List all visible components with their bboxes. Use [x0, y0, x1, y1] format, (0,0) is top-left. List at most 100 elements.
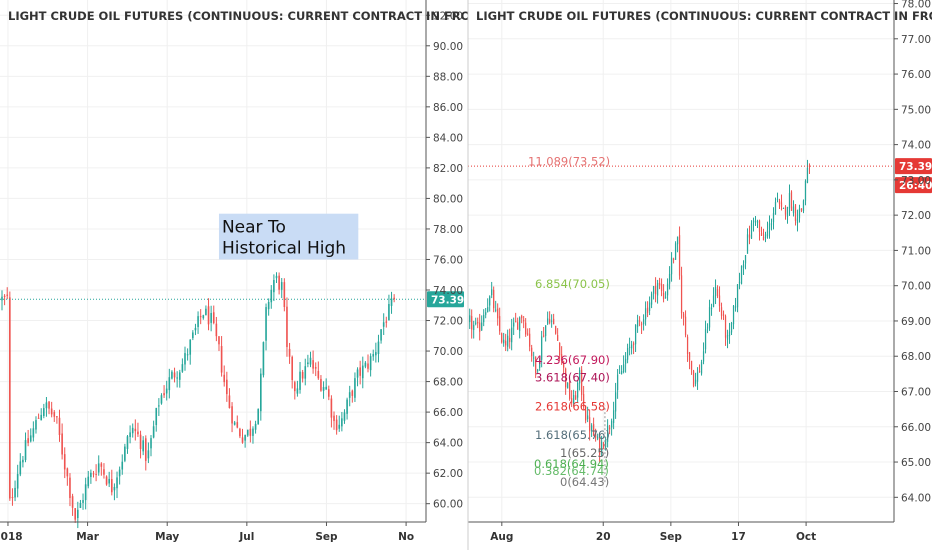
candle-body: [299, 371, 301, 390]
y-tick-label: 70.00: [901, 281, 931, 293]
candle-body: [108, 478, 110, 484]
candle-body: [776, 199, 779, 201]
candle-body: [800, 208, 803, 211]
candle-body: [155, 408, 158, 426]
candle-body: [173, 372, 176, 378]
candle-body: [283, 282, 286, 307]
fib-level-label: 3.618(67.40): [535, 370, 610, 384]
candle-body: [792, 206, 795, 214]
countdown-value: 26:40: [899, 180, 932, 192]
candle-body: [152, 426, 155, 438]
candle-body: [485, 312, 487, 315]
y-tick-label: 71.00: [901, 245, 931, 257]
candle-body: [592, 424, 595, 436]
candle-body: [634, 324, 637, 345]
candle-body: [202, 315, 205, 319]
candle-body: [798, 208, 801, 219]
candle-body: [24, 440, 27, 460]
candle-body: [241, 437, 244, 443]
candle-body: [638, 320, 641, 322]
candle-body: [351, 390, 354, 396]
candle-body: [393, 297, 395, 300]
candle-body: [314, 366, 317, 369]
fib-level-label: 4.236(67.90): [535, 353, 610, 367]
left-grid: [0, 0, 426, 522]
candle-body: [84, 484, 87, 501]
y-tick-label: 62.00: [433, 468, 463, 480]
candle-body: [529, 333, 531, 347]
right-plot-background: [468, 0, 932, 550]
candle-body: [32, 428, 35, 438]
candle-body: [260, 373, 262, 412]
candle-body: [471, 316, 473, 330]
candle-body: [780, 202, 783, 207]
candle-body: [782, 207, 785, 209]
x-tick-label: 20: [596, 531, 611, 543]
candle-body: [590, 425, 593, 431]
candle-body: [45, 402, 48, 409]
candle-body: [158, 405, 160, 407]
candle-body: [571, 398, 573, 404]
candle-body: [181, 364, 184, 372]
y-tick-label: 70.00: [433, 346, 463, 358]
candle-body: [575, 395, 577, 400]
candle-body: [515, 321, 517, 323]
x-tick-label: Sep: [660, 531, 683, 543]
candle-body: [724, 316, 727, 338]
candle-body: [744, 255, 747, 264]
candle-body: [220, 346, 223, 373]
candle-body: [307, 362, 309, 365]
candle-body: [92, 473, 95, 475]
candle-body: [186, 354, 189, 356]
y-tick-label: 86.00: [433, 102, 463, 114]
candle-body: [547, 318, 549, 324]
candle-body: [539, 357, 541, 368]
left-chart-title: LIGHT CRUDE OIL FUTURES (CONTINUOUS: CUR…: [8, 9, 498, 23]
candle-body: [189, 339, 192, 355]
y-tick-label: 73.00: [901, 175, 931, 187]
right-grid: [468, 0, 894, 522]
candle-body: [40, 414, 43, 421]
candle-body: [304, 366, 307, 379]
fib-level-label: 6.854(70.05): [535, 277, 610, 291]
candle-body: [720, 307, 723, 316]
candle-body: [74, 508, 77, 520]
y-tick-label: 77.00: [901, 34, 931, 46]
y-tick-label: 74.00: [901, 140, 931, 152]
candle-body: [694, 379, 697, 384]
candle-body: [27, 438, 29, 444]
candle-body: [676, 236, 679, 245]
candle-body: [584, 409, 587, 421]
candle-body: [322, 387, 325, 391]
candle-body: [325, 386, 327, 390]
candle-body: [650, 293, 653, 305]
candle-body: [390, 298, 393, 306]
candle-body: [557, 335, 559, 341]
candle-body: [678, 235, 681, 276]
candle-body: [71, 496, 74, 508]
candle-body: [646, 307, 649, 313]
candle-body: [588, 417, 591, 432]
candle-body: [806, 168, 809, 183]
candle-body: [354, 378, 356, 398]
candle-body: [750, 223, 753, 239]
y-tick-label: 88.00: [433, 71, 463, 83]
candle-body: [380, 329, 382, 341]
candle-body: [35, 420, 37, 430]
candle-body: [626, 348, 629, 360]
candle-body: [644, 308, 647, 320]
candle-body: [37, 417, 40, 419]
candle-body: [527, 333, 529, 335]
candle-body: [278, 275, 280, 290]
candle-body: [630, 344, 633, 349]
candle-body: [244, 435, 246, 441]
candle-body: [614, 392, 617, 412]
candle-body: [786, 207, 789, 217]
candle-body: [596, 436, 599, 439]
candle-body: [388, 304, 390, 321]
candle-body: [732, 305, 735, 325]
candle-body: [293, 382, 296, 392]
candle-body: [628, 346, 631, 348]
candle-body: [270, 289, 273, 303]
candle-body: [738, 281, 741, 283]
